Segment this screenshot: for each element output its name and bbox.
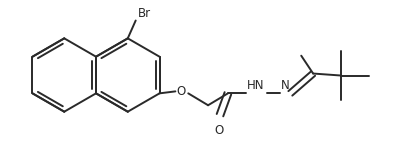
Text: N: N [280, 79, 289, 92]
Text: O: O [176, 85, 185, 98]
Text: HN: HN [246, 79, 264, 92]
Text: O: O [214, 124, 223, 137]
Text: Br: Br [137, 7, 150, 20]
